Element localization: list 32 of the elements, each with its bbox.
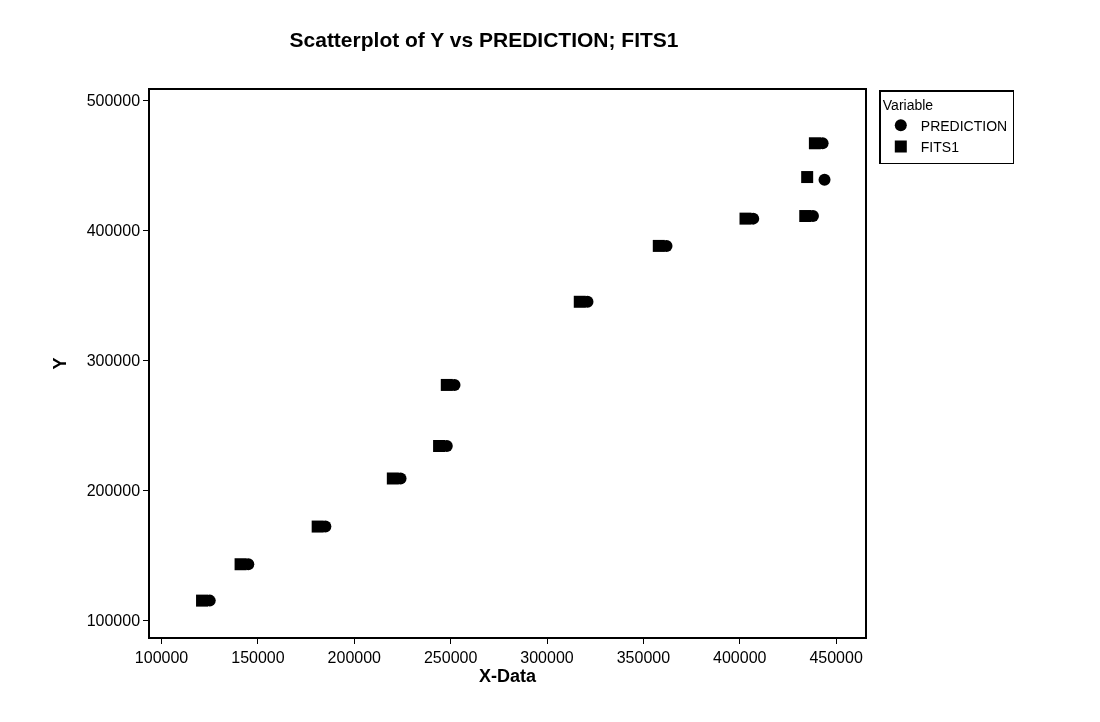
point [440, 378, 453, 391]
point [196, 594, 209, 607]
y-axis-title: Y [50, 357, 71, 370]
x-axis-title: X-Data [478, 665, 537, 686]
point [433, 440, 446, 452]
x-tick-label: 250000 [423, 648, 478, 666]
point [652, 239, 665, 252]
point [801, 171, 814, 184]
point [739, 212, 752, 225]
legend-label: PREDICTION [920, 117, 1008, 134]
point [386, 472, 399, 485]
point [818, 173, 831, 186]
y-tick-label: 200000 [86, 481, 141, 499]
legend-title: Variable [882, 96, 934, 113]
point [799, 210, 812, 223]
x-tick-label: 400000 [713, 648, 767, 666]
y-tick-label: 300000 [86, 351, 141, 369]
y-tick-label: 400000 [86, 221, 141, 239]
point [573, 295, 586, 308]
point [234, 558, 247, 571]
point [808, 137, 821, 150]
x-tick-label: 100000 [134, 648, 189, 666]
x-tick-label: 450000 [809, 648, 863, 666]
x-tick-label: 150000 [231, 648, 285, 666]
y-tick-label: 100000 [86, 611, 141, 629]
point [311, 520, 324, 533]
x-tick-label: 350000 [616, 648, 671, 666]
x-tick-label: 200000 [327, 648, 382, 666]
chart-title: Scatterplot of Y vs PREDICTION; FITS1 [289, 28, 679, 52]
legend-label: FITS1 [920, 138, 960, 155]
x-tick-label: 300000 [520, 648, 574, 666]
y-tick-label: 500000 [86, 91, 141, 109]
